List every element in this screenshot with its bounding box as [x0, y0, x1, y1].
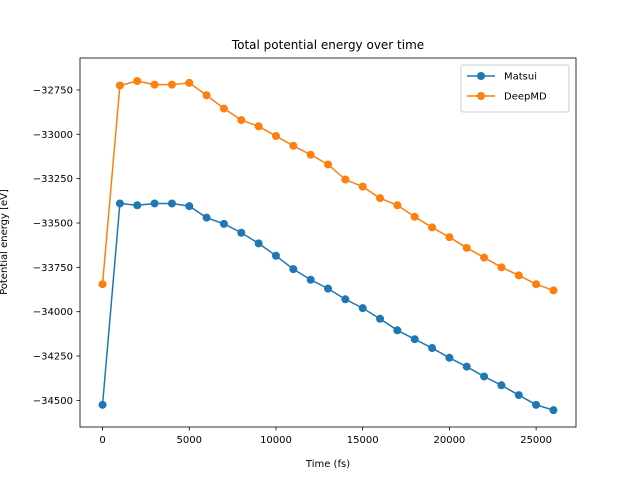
data-point	[150, 199, 159, 208]
x-tick-label: 5000	[177, 435, 202, 446]
data-point	[445, 353, 454, 362]
data-point	[376, 314, 385, 323]
chart-title: Total potential energy over time	[231, 38, 424, 52]
data-point	[358, 304, 367, 313]
data-point	[376, 194, 385, 203]
x-tick-label: 10000	[260, 435, 292, 446]
series-deepmd	[98, 77, 558, 295]
data-point	[133, 77, 142, 86]
data-point	[98, 400, 107, 409]
data-point	[98, 280, 107, 289]
x-axis-label: Time (fs)	[305, 459, 350, 470]
data-point	[254, 239, 263, 248]
data-point	[185, 78, 194, 87]
data-point	[289, 265, 298, 274]
data-point	[549, 286, 558, 295]
data-point	[532, 280, 541, 289]
data-point	[532, 400, 541, 409]
data-point	[167, 199, 176, 208]
y-axis-label: Potential energy [eV]	[0, 189, 10, 295]
data-point	[410, 335, 419, 344]
data-point	[271, 132, 280, 141]
data-point	[306, 150, 315, 159]
plot-area-frame	[79, 57, 577, 428]
y-tick-label: −34000	[33, 307, 73, 318]
data-point	[237, 228, 246, 237]
data-point	[393, 326, 402, 335]
legend-label: DeepMD	[504, 92, 547, 103]
y-tick-label: −34500	[33, 396, 73, 407]
y-tick-label: −33750	[33, 263, 73, 274]
data-point	[514, 271, 523, 280]
data-point	[219, 104, 228, 113]
data-point	[393, 201, 402, 210]
data-point	[324, 160, 332, 169]
data-point	[254, 122, 263, 131]
series-layer	[98, 77, 558, 415]
data-point	[428, 344, 437, 353]
data-point	[497, 263, 506, 272]
y-axis: −34500 −34250 −34000 −33750 −33500 −33250 −330…	[33, 85, 80, 407]
x-tick-label: 25000	[520, 435, 552, 446]
data-point	[202, 91, 211, 100]
data-point	[271, 251, 280, 260]
data-point	[324, 284, 332, 293]
data-point	[185, 202, 194, 211]
x-tick-label: 20000	[433, 435, 465, 446]
y-tick-label: −33500	[33, 218, 73, 229]
data-point	[306, 275, 315, 284]
x-tick-label: 0	[99, 435, 105, 446]
data-point	[115, 81, 124, 90]
y-tick-label: −33250	[33, 174, 73, 185]
data-point	[115, 199, 124, 208]
data-point	[445, 233, 454, 242]
data-point	[497, 381, 506, 390]
legend-label: Matsui	[504, 72, 537, 83]
data-point	[341, 175, 350, 184]
data-point	[358, 182, 367, 191]
legend-marker	[477, 72, 485, 80]
legend-marker	[477, 92, 485, 100]
data-point	[549, 406, 558, 415]
x-tick-label: 15000	[347, 435, 379, 446]
data-point	[514, 391, 523, 400]
data-point	[150, 80, 159, 89]
data-point	[428, 223, 437, 232]
data-point	[410, 212, 419, 221]
data-point	[237, 116, 246, 125]
y-tick-label: −34250	[33, 352, 73, 363]
y-tick-label: −33000	[33, 130, 73, 141]
data-point	[289, 141, 298, 150]
y-tick-label: −32750	[33, 85, 73, 96]
legend-item-matsui: Matsui	[467, 72, 537, 83]
data-point	[167, 80, 176, 89]
data-point	[341, 295, 350, 304]
data-point	[462, 243, 471, 252]
data-point	[462, 362, 471, 371]
data-point	[480, 253, 489, 262]
data-point	[133, 201, 142, 210]
data-point	[202, 213, 211, 222]
data-point	[219, 219, 228, 228]
x-axis: 0 5000 10000 15000 20000 25000	[99, 427, 552, 446]
legend-item-deepmd: DeepMD	[467, 92, 547, 103]
series-matsui	[98, 199, 558, 415]
data-point	[480, 372, 489, 381]
legend: Matsui DeepMD	[460, 64, 570, 113]
